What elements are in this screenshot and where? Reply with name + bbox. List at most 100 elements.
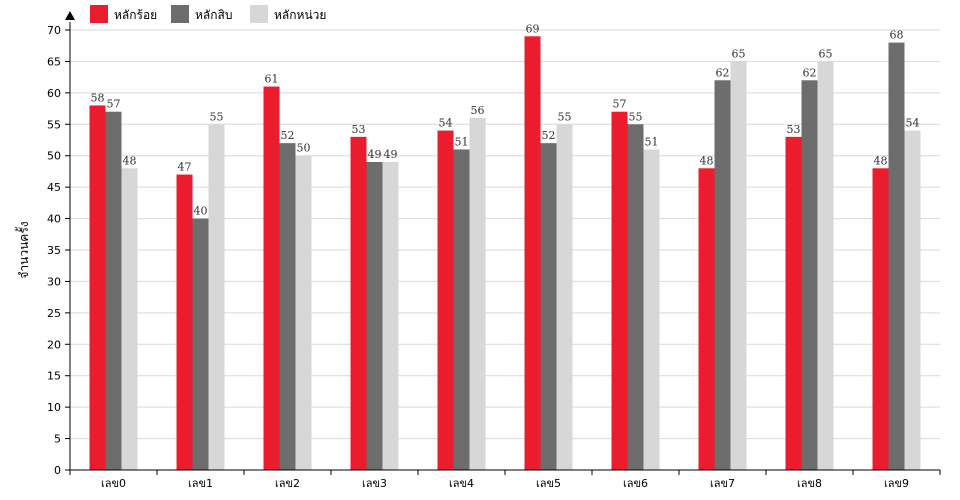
legend-item-hundreds[interactable]: หลักร้อย	[90, 5, 157, 23]
y-tick-label: 60	[47, 87, 61, 100]
bar-hundreds[interactable]	[785, 136, 802, 470]
bar-tens[interactable]	[279, 143, 296, 470]
bar-tens[interactable]	[627, 124, 644, 471]
data-label: 51	[455, 135, 469, 148]
y-tick-label: 40	[47, 213, 61, 226]
x-tick-label: เลข7	[710, 477, 735, 490]
y-tick-labels: 0 5 10 15 20 25 30 35 40 45 50 55 60 65 70	[47, 24, 70, 477]
data-label: 57	[613, 98, 627, 111]
bar-units[interactable]	[556, 124, 573, 471]
data-label: 55	[210, 110, 224, 123]
data-label: 54	[439, 117, 453, 130]
data-label: 51	[645, 135, 659, 148]
x-tick-label: เลข8	[797, 477, 822, 490]
bar-units[interactable]	[121, 168, 138, 471]
bar-hundreds[interactable]	[524, 36, 541, 471]
x-tick-label: เลข0	[101, 477, 126, 490]
data-label: 48	[874, 154, 888, 167]
y-axis-title: จำนวนครั้ง	[15, 221, 31, 278]
data-label: 48	[700, 154, 714, 167]
x-tick-label: เลข5	[536, 477, 561, 490]
bar-hundreds[interactable]	[872, 168, 889, 471]
x-tick-label: เลข3	[362, 477, 387, 490]
bar-units[interactable]	[469, 118, 486, 470]
bar-tens[interactable]	[453, 149, 470, 470]
y-tick-label: 0	[54, 464, 61, 477]
bar-units[interactable]	[904, 130, 921, 471]
y-tick-label: 20	[47, 338, 61, 351]
data-label: 55	[558, 110, 572, 123]
legend-item-tens[interactable]: หลักสิบ	[171, 5, 232, 23]
bar-hundreds[interactable]	[698, 168, 715, 471]
data-label: 53	[352, 123, 366, 136]
x-tick-label: เลข1	[188, 477, 213, 490]
data-label: 48	[123, 154, 137, 167]
data-label: 49	[384, 148, 398, 161]
bar-units[interactable]	[817, 61, 834, 471]
bar-hundreds[interactable]	[263, 86, 280, 471]
bar-tens[interactable]	[540, 143, 557, 470]
legend-label: หลักสิบ	[195, 8, 232, 22]
bar-hundreds[interactable]	[350, 136, 367, 470]
y-tick-label: 50	[47, 150, 61, 163]
y-tick-label: 55	[47, 118, 61, 131]
data-label: 57	[107, 98, 121, 111]
data-label: 40	[194, 205, 208, 218]
x-tick-label: เลข4	[449, 477, 474, 490]
bar-tens[interactable]	[801, 80, 818, 471]
x-tick-label: เลข9	[884, 477, 909, 490]
y-tick-label: 30	[47, 275, 61, 288]
bars	[89, 36, 921, 471]
data-label: 68	[890, 29, 904, 42]
data-label: 56	[471, 104, 485, 117]
legend-label: หลักหน่วย	[274, 8, 326, 22]
legend-swatch	[171, 5, 189, 23]
bar-units[interactable]	[730, 61, 747, 471]
legend-item-units[interactable]: หลักหน่วย	[250, 5, 326, 23]
bar-tens[interactable]	[366, 162, 383, 470]
y-tick-label: 35	[47, 244, 61, 257]
y-axis-arrow-icon	[65, 11, 75, 20]
bar-units[interactable]	[295, 155, 312, 470]
bar-hundreds[interactable]	[89, 105, 106, 470]
data-label: 65	[819, 47, 833, 60]
bar-hundreds[interactable]	[611, 111, 628, 470]
y-tick-label: 10	[47, 401, 61, 414]
bar-hundreds[interactable]	[176, 174, 193, 471]
data-label: 58	[91, 91, 105, 104]
data-label: 61	[265, 73, 279, 86]
data-label: 49	[368, 148, 382, 161]
x-tick-label: เลข6	[623, 477, 648, 490]
data-label: 62	[716, 66, 730, 79]
bar-units[interactable]	[382, 162, 399, 470]
bar-tens[interactable]	[714, 80, 731, 471]
bar-tens[interactable]	[192, 218, 209, 470]
bar-units[interactable]	[208, 124, 225, 471]
y-tick-label: 65	[47, 55, 61, 68]
data-label: 62	[803, 66, 817, 79]
legend[interactable]: หลักร้อย หลักสิบ หลักหน่วย	[90, 5, 326, 23]
y-tick-label: 70	[47, 24, 61, 37]
bar-tens[interactable]	[888, 42, 905, 470]
data-label: 55	[629, 110, 643, 123]
data-label: 53	[787, 123, 801, 136]
data-label: 65	[732, 47, 746, 60]
x-tick-labels: เลข0 เลข1 เลข2 เลข3 เลข4 เลข5 เลข6 เลข7 เลข8 เลข9	[69, 470, 941, 490]
y-tick-label: 5	[54, 433, 61, 446]
data-label: 69	[526, 22, 540, 35]
y-tick-label: 25	[47, 307, 61, 320]
data-label: 47	[178, 161, 192, 174]
bar-units[interactable]	[643, 149, 660, 470]
bar-hundreds[interactable]	[437, 130, 454, 471]
data-label: 50	[297, 142, 311, 155]
data-label: 52	[281, 129, 295, 142]
x-tick-label: เลข2	[275, 477, 300, 490]
data-label: 54	[906, 117, 920, 130]
y-tick-label: 15	[47, 370, 61, 383]
legend-label: หลักร้อย	[114, 8, 157, 22]
legend-swatch	[90, 5, 108, 23]
bar-tens[interactable]	[105, 111, 122, 470]
